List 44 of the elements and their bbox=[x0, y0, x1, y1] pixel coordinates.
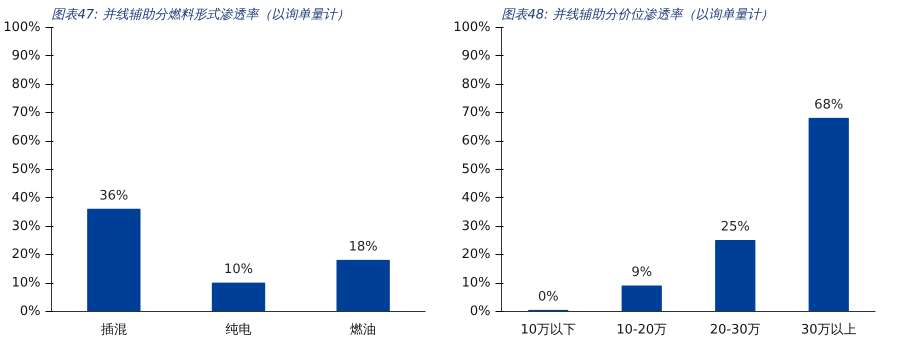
y-tick-label: 100% bbox=[453, 20, 491, 35]
x-tick-label: 10万以下 bbox=[520, 322, 576, 338]
y-tick-label: 0% bbox=[470, 304, 490, 319]
y-tick-label: 30% bbox=[12, 218, 41, 234]
chart-title: 图表48: 并线辅助分价位渗透率（以询单量计） bbox=[502, 6, 774, 22]
y-tick-label: 70% bbox=[12, 105, 41, 120]
y-tick-label: 80% bbox=[12, 76, 41, 92]
bar bbox=[212, 282, 266, 312]
bar bbox=[808, 118, 849, 312]
chart-title: 图表47: 并线辅助分燃料形式渗透率（以询单量计） bbox=[52, 6, 350, 22]
data-label: 10% bbox=[224, 262, 253, 278]
y-tick-label: 40% bbox=[12, 190, 41, 206]
y-tick-label: 60% bbox=[12, 134, 41, 149]
data-label: 36% bbox=[99, 188, 128, 204]
bar bbox=[715, 240, 756, 312]
data-label: 68% bbox=[814, 97, 844, 112]
y-tick-label: 90% bbox=[462, 48, 491, 64]
data-label: 9% bbox=[631, 264, 652, 280]
y-tick-label: 20% bbox=[12, 247, 41, 262]
x-tick-label: 纯电 bbox=[226, 322, 252, 338]
x-tick-label: 插混 bbox=[100, 322, 127, 338]
data-label: 25% bbox=[720, 220, 750, 234]
y-tick-label: 40% bbox=[462, 190, 491, 206]
y-tick-label: 70% bbox=[462, 105, 491, 120]
y-tick-label: 50% bbox=[12, 162, 41, 177]
x-tick-label: 燃油 bbox=[350, 322, 376, 338]
x-tick-label: 10-20万 bbox=[616, 322, 668, 338]
bar bbox=[622, 285, 662, 312]
y-tick-label: 10% bbox=[462, 276, 491, 291]
bar bbox=[336, 260, 390, 312]
data-label: 0% bbox=[538, 289, 559, 304]
y-tick-label: 10% bbox=[12, 276, 41, 291]
y-tick-label: 80% bbox=[462, 76, 491, 92]
y-tick-label: 50% bbox=[462, 162, 491, 177]
bar bbox=[87, 208, 141, 312]
data-label: 18% bbox=[348, 239, 378, 254]
y-tick-label: 60% bbox=[462, 134, 491, 149]
y-tick-label: 100% bbox=[3, 20, 41, 35]
x-tick-label: 30万以上 bbox=[800, 322, 857, 338]
x-tick-label: 20-30万 bbox=[710, 322, 761, 338]
y-tick-label: 0% bbox=[20, 304, 40, 319]
y-tick-label: 90% bbox=[12, 48, 41, 64]
y-tick-label: 30% bbox=[462, 218, 491, 234]
y-tick-label: 20% bbox=[462, 247, 491, 262]
